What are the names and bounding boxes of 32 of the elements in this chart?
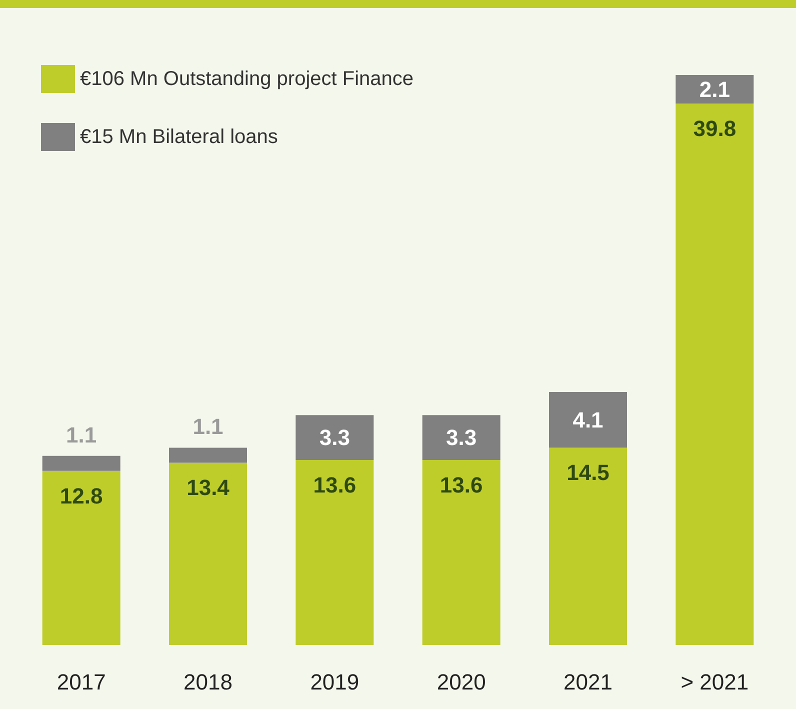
- bar: [676, 75, 754, 104]
- bar: [549, 448, 627, 645]
- bar: [422, 460, 500, 645]
- x-tick-label: 2019: [310, 670, 360, 694]
- x-tick-label: 2018: [184, 670, 232, 694]
- data-label: 3.3: [446, 425, 477, 450]
- x-tick-label: 2020: [436, 670, 486, 694]
- data-label: 2.1: [699, 76, 730, 102]
- data-label: 4.1: [572, 407, 604, 432]
- data-label: 14.5: [566, 460, 610, 486]
- data-label: 13.6: [440, 472, 483, 498]
- bar: [676, 104, 754, 645]
- data-label: 1.1: [192, 414, 224, 440]
- bar: [169, 462, 247, 645]
- x-tick-label: 2021: [564, 670, 612, 694]
- data-label: 13.4: [186, 475, 230, 500]
- data-label: 12.8: [60, 483, 103, 508]
- x-tick-label: 2017: [56, 670, 106, 694]
- data-label: 39.8: [693, 116, 736, 142]
- x-tick-label: > 2021: [680, 670, 749, 694]
- data-label: 13.6: [313, 472, 356, 498]
- bar: [296, 415, 374, 460]
- bar: [42, 470, 120, 645]
- bar: [296, 460, 374, 645]
- data-label: 1.1: [66, 422, 97, 448]
- bar: [422, 415, 500, 460]
- legend-label: €106 Mn Outstanding project Finance: [80, 68, 414, 90]
- bar: [169, 448, 247, 463]
- data-label: 3.3: [319, 425, 350, 450]
- legend-label: €15 Mn Bilateral loans: [80, 126, 278, 148]
- bar: [42, 456, 120, 471]
- bar: [549, 392, 627, 448]
